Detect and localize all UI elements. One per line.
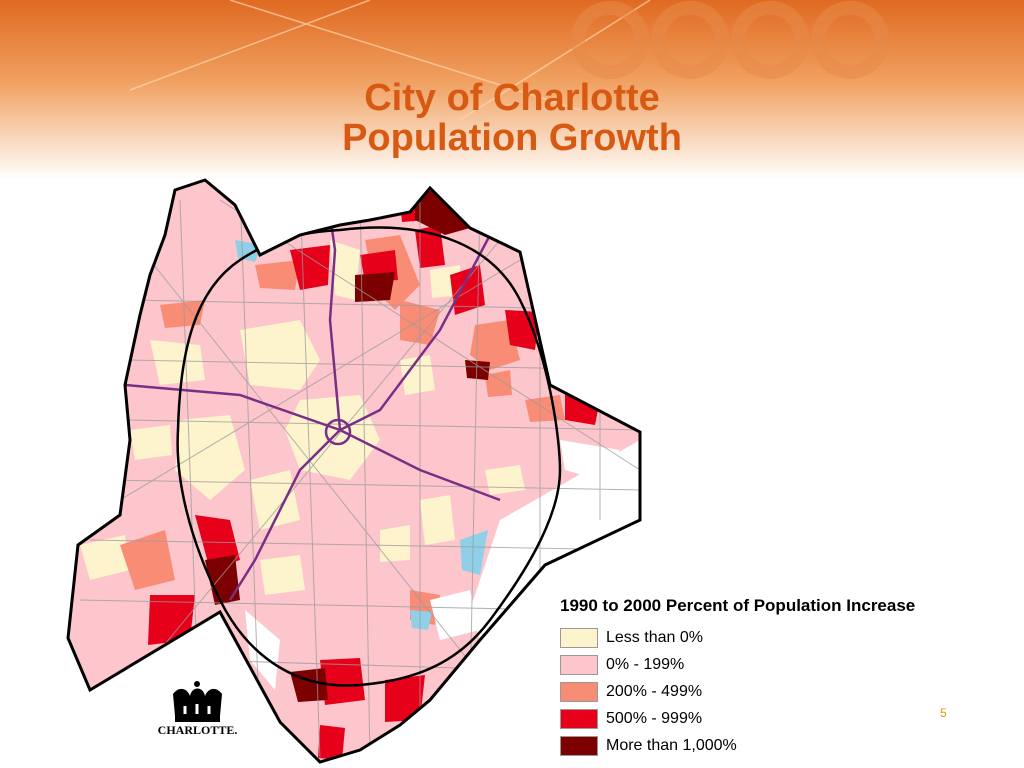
legend-label: Less than 0%	[606, 628, 703, 646]
page-title: City of Charlotte Population Growth	[0, 78, 1024, 158]
legend-swatch	[560, 708, 598, 729]
legend-swatch	[560, 735, 598, 756]
map-legend: 1990 to 2000 Percent of Population Incre…	[560, 596, 1024, 759]
legend-label: 200% - 499%	[606, 682, 703, 700]
legend-swatch	[560, 654, 598, 675]
legend-item: 0% - 199%	[560, 651, 1024, 678]
population-growth-map	[66, 178, 642, 764]
legend-label: 500% - 999%	[606, 709, 703, 727]
logo-text: CHARLOTTE.	[157, 723, 238, 737]
legend-swatch	[560, 681, 598, 702]
header-banner	[0, 0, 1024, 180]
title-line-1: City of Charlotte	[364, 77, 660, 119]
legend-swatch	[560, 627, 598, 648]
legend-item: Less than 0%	[560, 624, 1024, 651]
crown-icon	[173, 681, 222, 722]
county-border	[66, 178, 642, 764]
legend-label: More than 1,000%	[606, 736, 737, 754]
charlotte-logo: CHARLOTTE.	[145, 676, 250, 746]
legend-item: 200% - 499%	[560, 678, 1024, 705]
tracts-less-than-0	[80, 240, 525, 595]
legend-title: 1990 to 2000 Percent of Population Incre…	[560, 596, 916, 615]
legend-label: 0% - 199%	[606, 655, 685, 673]
i485-loop	[176, 226, 562, 687]
page-number: 5	[940, 706, 947, 720]
legend-item: More than 1,000%	[560, 732, 1024, 759]
title-line-2: Population Growth	[342, 117, 682, 159]
legend-item: 500% - 999%	[560, 705, 1024, 732]
